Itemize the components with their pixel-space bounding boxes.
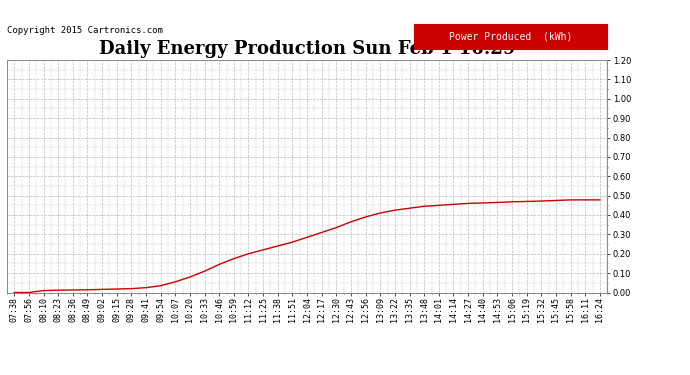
Text: Copyright 2015 Cartronics.com: Copyright 2015 Cartronics.com xyxy=(7,26,163,35)
Text: Power Produced  (kWh): Power Produced (kWh) xyxy=(449,32,572,42)
Title: Daily Energy Production Sun Feb 1 16:29: Daily Energy Production Sun Feb 1 16:29 xyxy=(99,40,515,58)
